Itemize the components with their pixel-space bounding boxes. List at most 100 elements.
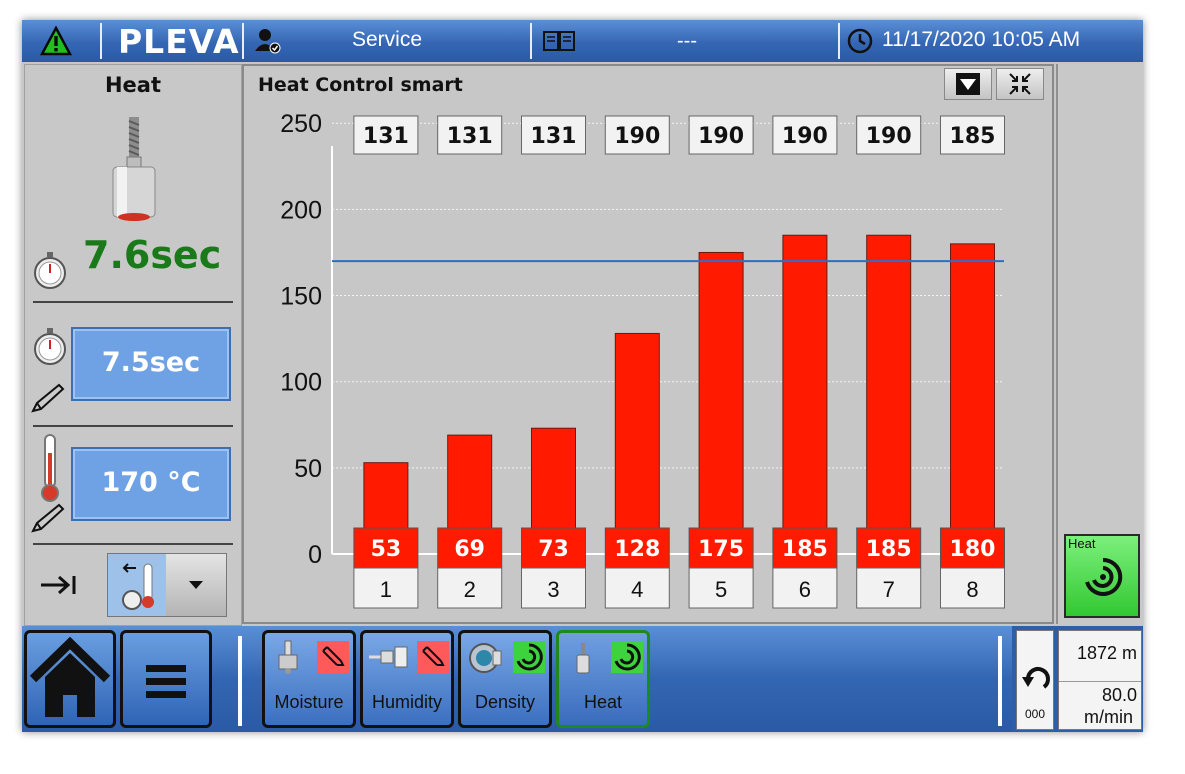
- top-value-label: 190: [614, 124, 660, 149]
- user-role[interactable]: Service: [351, 28, 423, 51]
- hand-icon: [422, 646, 445, 666]
- category-label: 4: [631, 577, 643, 602]
- y-tick-label: 100: [280, 369, 322, 397]
- length-speed-display: 1872 m 80.0 m/min: [1058, 630, 1142, 730]
- bar: [614, 332, 660, 555]
- bar-value-box: [604, 527, 670, 569]
- category-label: 7: [883, 577, 895, 602]
- separator: [838, 23, 840, 59]
- bottom-bar: Moisture Humidity: [22, 626, 1143, 732]
- undo-arrow-icon: [1022, 667, 1050, 689]
- top-value-box: [940, 115, 1005, 155]
- y-tick-label: 150: [280, 283, 322, 311]
- heat-swirl-icon: [1085, 557, 1123, 596]
- tab-humidity[interactable]: Humidity: [360, 630, 454, 728]
- actual-heat-time: 7.6sec: [83, 233, 222, 277]
- density-sensor-icon: [469, 643, 502, 673]
- mode-icon: [108, 554, 166, 616]
- mode-dropdown[interactable]: [107, 553, 227, 617]
- set-temperature-input[interactable]: 170 °C: [71, 447, 231, 521]
- chart-panel: Heat Control smart 0 50 100 150 200 250 53 1 131…: [242, 64, 1054, 624]
- tab-label: Density: [474, 692, 536, 712]
- divider: [33, 543, 233, 545]
- user-icon[interactable]: [254, 27, 282, 55]
- counter-reset-value: 000: [1024, 707, 1046, 721]
- pencil-icon: [31, 503, 65, 533]
- chevron-down-icon: [189, 581, 203, 589]
- top-value-box: [856, 115, 922, 155]
- swirl-icon: [614, 643, 641, 671]
- top-bar: PLEVA Service --- 11/17/2020 10:05 AM: [22, 20, 1143, 62]
- bar-value-box: [521, 527, 586, 569]
- bar-value-label: 69: [454, 537, 485, 562]
- status-text: ---: [677, 30, 697, 52]
- top-value-label: 131: [531, 124, 577, 149]
- speed-value: 80.0: [1101, 685, 1137, 705]
- heat-button-label: Heat: [1068, 536, 1096, 551]
- separator: [998, 636, 1002, 726]
- tab-density[interactable]: Density: [458, 630, 552, 728]
- bar-value-box: [856, 527, 922, 569]
- category-box: [353, 567, 419, 609]
- menu-button[interactable]: [120, 630, 212, 728]
- top-value-label: 190: [782, 124, 828, 149]
- stopwatch-icon: [34, 252, 66, 289]
- category-label: 6: [799, 577, 811, 602]
- hand-icon: [322, 646, 345, 666]
- bar-value-label: 128: [614, 537, 660, 562]
- bar-value-label: 175: [698, 537, 744, 562]
- top-value-label: 185: [950, 124, 996, 149]
- pencil-icon: [31, 383, 65, 413]
- right-panel: Heat: [1056, 64, 1143, 624]
- tab-moisture[interactable]: Moisture: [262, 630, 356, 728]
- warning-icon[interactable]: [40, 26, 72, 56]
- category-label: 2: [464, 577, 476, 602]
- category-label: 8: [966, 577, 978, 602]
- tab-heat[interactable]: Heat: [556, 630, 650, 728]
- tab-label: Moisture: [274, 692, 344, 712]
- moisture-sensor-icon: [278, 640, 298, 674]
- category-box: [521, 567, 586, 609]
- bar-value-label: 185: [866, 537, 912, 562]
- top-value-box: [353, 115, 419, 155]
- bar-value-label: 180: [950, 537, 996, 562]
- y-tick-label: 200: [280, 196, 322, 224]
- ok-badge: [513, 641, 545, 673]
- stopwatch-icon: [34, 328, 66, 365]
- book-icon[interactable]: [542, 30, 576, 52]
- bar-chart: 0 50 100 150 200 250 53 1 131 69 2 131 73 3 131 128 4 190…: [280, 110, 1005, 609]
- top-value-box: [521, 115, 586, 155]
- alarm-badge: [417, 641, 449, 673]
- category-box: [688, 567, 754, 609]
- bar: [782, 234, 828, 555]
- set-time-input[interactable]: 7.5sec: [71, 327, 231, 401]
- heat-toggle-button[interactable]: Heat: [1064, 534, 1140, 618]
- ok-badge: [611, 641, 643, 673]
- reset-counter-button[interactable]: 000: [1016, 630, 1054, 730]
- top-value-label: 190: [866, 124, 912, 149]
- dropdown-button[interactable]: [944, 68, 992, 100]
- swirl-icon: [516, 643, 543, 671]
- top-value-label: 190: [698, 124, 744, 149]
- bar-value-box: [353, 527, 419, 569]
- bar-value-label: 53: [371, 537, 402, 562]
- bar: [698, 251, 744, 555]
- top-value-box: [437, 115, 503, 155]
- home-button[interactable]: [24, 630, 116, 728]
- hmi-screen: PLEVA Service --- 11/17/2020 10:05 AM He…: [22, 20, 1143, 732]
- bar-value-label: 73: [538, 537, 569, 562]
- brand-logo: PLEVA: [118, 22, 240, 61]
- category-label: 1: [380, 577, 392, 602]
- collapse-button[interactable]: [996, 68, 1044, 100]
- top-value-label: 131: [447, 124, 493, 149]
- panel-title: Heat: [104, 73, 162, 97]
- bar-value-label: 185: [782, 537, 828, 562]
- bar: [950, 243, 995, 555]
- clock-icon: [847, 28, 873, 54]
- date-time: 11/17/2020 10:05 AM: [882, 28, 1081, 51]
- category-label: 3: [547, 577, 559, 602]
- left-panel: Heat 7.6sec 7.5sec: [24, 64, 242, 626]
- separator: [242, 23, 244, 59]
- tab-label: Humidity: [371, 692, 442, 712]
- bar: [866, 234, 912, 555]
